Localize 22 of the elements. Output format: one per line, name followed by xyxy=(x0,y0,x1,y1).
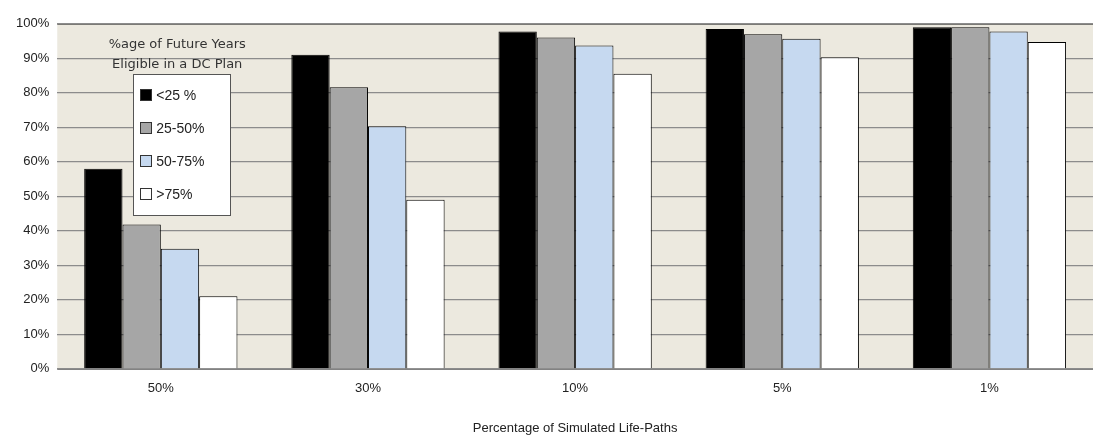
y-tick-label: 70% xyxy=(23,118,50,134)
y-tick-label: 20% xyxy=(23,291,50,307)
x-axis-title: Percentage of Simulated Life-Paths xyxy=(472,419,678,435)
y-tick-label: 30% xyxy=(23,256,50,272)
y-tick-label: 80% xyxy=(23,84,50,100)
y-tick-label: 90% xyxy=(23,49,50,65)
x-tick-label: 5% xyxy=(772,380,793,396)
legend-label: <25 % xyxy=(156,87,197,104)
y-tick-label: 60% xyxy=(23,153,50,169)
x-tick-label: 50% xyxy=(147,380,175,396)
legend-label: >75% xyxy=(156,186,193,203)
x-tick-label: 10% xyxy=(562,380,589,396)
legend-title: %age of Future Years Eligible in a DC Plan xyxy=(107,34,247,73)
legend-label: 50-75% xyxy=(156,153,205,170)
y-tick-label: 10% xyxy=(23,325,50,341)
legend-label: 25-50% xyxy=(156,120,205,137)
y-tick-label: 100% xyxy=(16,15,50,31)
y-tick-label: 40% xyxy=(23,222,50,238)
y-tick-label: 50% xyxy=(23,187,50,203)
y-tick-label: 0% xyxy=(30,360,50,376)
x-tick-label: 1% xyxy=(980,380,1000,396)
x-tick-label: 30% xyxy=(354,380,382,396)
